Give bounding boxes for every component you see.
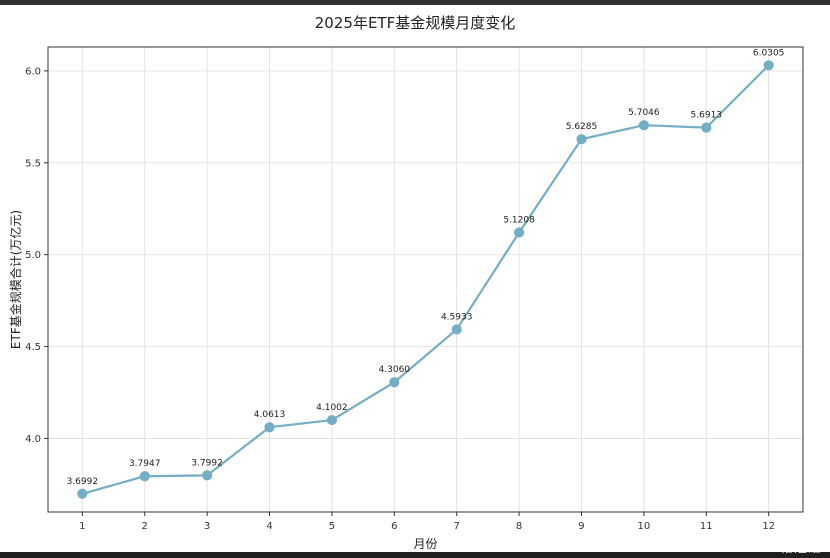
y-tick-label: 6.0 bbox=[25, 66, 41, 77]
data-point bbox=[139, 471, 150, 482]
series-line bbox=[82, 64, 770, 495]
watermark-logo: 格隆汇 bbox=[779, 541, 822, 556]
x-tick-label: 12 bbox=[762, 521, 775, 532]
data-point bbox=[513, 227, 525, 238]
data-label: 3.7947 bbox=[129, 459, 161, 469]
plot-area-border bbox=[47, 46, 804, 513]
data-label: 5.1208 bbox=[503, 215, 535, 225]
x-tick-label: 9 bbox=[578, 521, 584, 532]
x-tick-label: 8 bbox=[516, 521, 522, 532]
y-axis-label: ETF基金规模合计(万亿元) bbox=[8, 210, 23, 349]
x-tick-label: 4 bbox=[266, 521, 272, 532]
data-label: 3.7992 bbox=[191, 458, 223, 468]
grid bbox=[48, 47, 803, 512]
x-tick-label: 1 bbox=[79, 521, 85, 532]
data-label: 4.1002 bbox=[316, 403, 348, 413]
data-label: 3.6992 bbox=[67, 477, 99, 487]
data-point bbox=[264, 422, 275, 433]
data-point bbox=[576, 134, 587, 145]
data-point bbox=[77, 488, 88, 499]
x-tick-label: 10 bbox=[638, 521, 651, 532]
data-label: 5.6913 bbox=[691, 111, 723, 121]
data-point bbox=[326, 414, 338, 426]
data-label: 5.7046 bbox=[628, 108, 660, 118]
x-tick-label: 5 bbox=[329, 521, 335, 532]
x-tick-label: 6 bbox=[391, 521, 397, 532]
data-point bbox=[451, 324, 462, 335]
data-label: 4.5933 bbox=[441, 312, 473, 322]
data-point bbox=[202, 470, 213, 481]
data-label: 5.6285 bbox=[566, 122, 598, 132]
y-tick-label: 5.5 bbox=[25, 158, 41, 169]
y-tick-label: 5.0 bbox=[25, 250, 41, 261]
x-axis-label: 月份 bbox=[413, 537, 437, 551]
data-point bbox=[701, 122, 712, 133]
top-border bbox=[0, 0, 830, 5]
x-tick-label: 7 bbox=[454, 521, 460, 532]
data-point bbox=[638, 120, 649, 131]
data-label: 6.0305 bbox=[753, 48, 785, 58]
data-point bbox=[763, 60, 774, 71]
bottom-border bbox=[0, 552, 830, 558]
data-label: 4.3060 bbox=[379, 365, 411, 375]
chart-title: 2025年ETF基金规模月度变化 bbox=[315, 14, 515, 32]
data-label: 4.0613 bbox=[254, 410, 286, 420]
y-tick-label: 4.5 bbox=[25, 342, 41, 353]
x-tick-label: 3 bbox=[204, 521, 210, 532]
axis-ticks: 1 2 3 4 5 6 7 8 9 10 11 124.04.55.05.56.0 bbox=[25, 66, 775, 532]
data-point bbox=[389, 377, 400, 388]
x-tick-label: 2 bbox=[142, 521, 148, 532]
series-layer: 3.6992 3.7947 3.7992 4.0613 4.1002 4.3060 4.59… bbox=[67, 48, 785, 499]
x-tick-label: 11 bbox=[700, 521, 713, 532]
y-tick-label: 4.0 bbox=[25, 434, 41, 445]
